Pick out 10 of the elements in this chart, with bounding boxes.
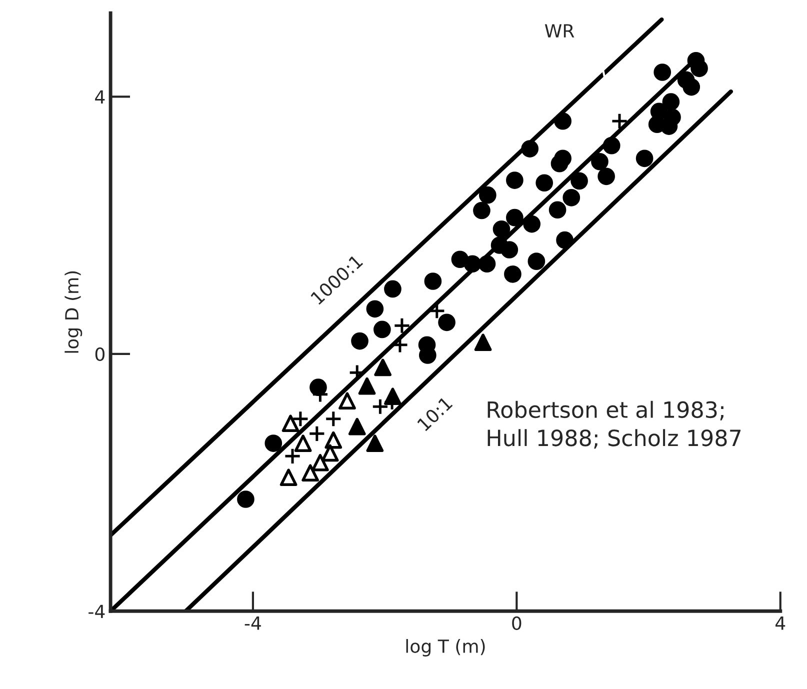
x-axis-title: log T (m) — [406, 639, 485, 657]
x-tick-label: -4 — [244, 616, 261, 630]
y-axis-title: log D (m) — [64, 271, 82, 353]
annotation: Robertson et al 1983; Hull 1988; Scholz 1987 — [488, 400, 741, 449]
y-tick-label: 0 — [95, 347, 104, 362]
x-tick-label: 0 — [512, 616, 522, 630]
y-tick-label: 4 — [95, 90, 105, 104]
y-tick-label: -4 — [88, 604, 105, 618]
annotation: WR — [544, 24, 574, 38]
x-tick-label: 4 — [776, 616, 786, 630]
